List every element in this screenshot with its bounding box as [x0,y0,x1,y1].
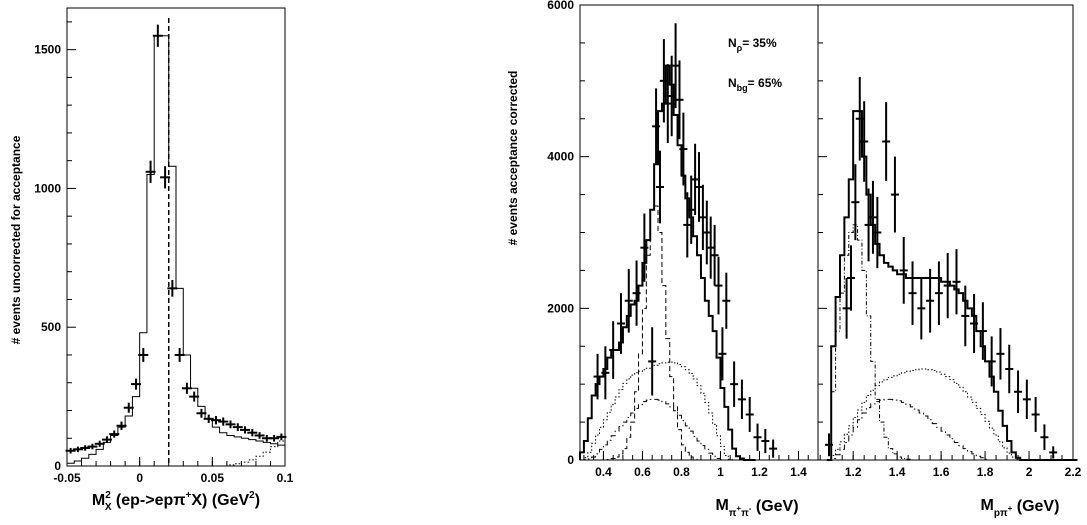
x-tick-label: 0.4 [595,465,612,479]
background-2-histogram [826,398,1078,461]
background-2-histogram [580,398,756,461]
x-label-rest: (GeV) [751,498,798,515]
background-histogram [226,440,286,466]
x-label-base: M [715,497,728,514]
x-tick-label: -0.05 [53,471,81,485]
y-axis-label: # events acceptance corrected [506,71,520,246]
x-label-rest: (GeV) [1012,498,1059,515]
x-tick-label: 0.6 [634,465,651,479]
y-axis-label: # events uncorrected for acceptance [9,135,23,344]
x-tick-label: 0.1 [277,471,294,485]
y-tick-label: 500 [41,320,61,334]
x-tick-label: 1.2 [751,465,768,479]
x-label-sub: X [105,502,112,513]
x-label-sub3: π [741,508,749,519]
y-tick-label: 0 [567,453,574,467]
y-tick-label: 1500 [34,43,61,57]
annotation-sub: ρ [737,43,743,53]
right-histogram-panels: 0.4 0.6 0.8 1 1.2 1.4Mπ+π- (GeV)1.2 1.4 1.6 1.8 2… [506,0,1082,519]
plot-frame [66,7,286,467]
x-label-close: ) [255,492,260,509]
y-tick-label: 2000 [547,301,574,315]
x-axis-label: M2 X (ep->epπ+X) (GeV2) [92,490,260,513]
x-label-sub: π [729,508,737,519]
annotation-sub: bg [737,83,748,93]
x-axis-label: Mpπ+ (GeV) [981,497,1060,519]
x-label-sub: pπ [994,508,1008,519]
annotation-text: = 35% [742,36,777,50]
x-tick-label: 2.2 [1065,465,1082,479]
background-1-histogram [580,361,756,461]
simulation-histogram [66,35,286,466]
x-label-sub2: + [736,504,741,513]
y-tick-label: 0 [54,459,61,473]
x-label-base: M [92,492,105,509]
total-fit-histogram [826,110,1078,461]
x-label-process-sup: + [186,490,192,501]
annotation-base: N [728,76,737,90]
x-tick-label: 1.4 [790,465,807,479]
x-tick-label: 0.05 [201,471,225,485]
x-tick-label: 1.4 [889,465,906,479]
x-tick-label: 1.8 [977,465,994,479]
x-tick-label: 2 [1026,465,1033,479]
x-label-process: (ep->epπ [111,492,185,509]
y-tick-label: 4000 [547,150,574,164]
y-tick-label: 1000 [34,181,61,195]
x-label-unit-sup: 2 [249,490,255,501]
rho-histogram [580,205,756,461]
x-axis-label: Mπ+π- (GeV) [715,497,798,519]
n-bg-annotation: Nbg= 65% [728,76,782,93]
x-tick-label: 0.8 [673,465,690,479]
x-tick-label: 1.2 [845,465,862,479]
plot-frame [579,4,819,461]
x-label-sup: 2 [105,490,111,501]
x-label-sub4: - [749,504,752,513]
x-tick-label: 0 [136,471,143,485]
delta-histogram [826,224,1078,461]
x-tick-label: 1 [717,465,724,479]
n-rho-annotation: Nρ= 35% [728,36,777,53]
x-label-rest: X) (GeV [191,492,249,509]
x-label-sub2: + [1008,504,1013,513]
total-fit-histogram [579,64,756,461]
annotation-text: = 65% [748,76,783,90]
ppi-mass-panel: 1.2 1.4 1.6 1.8 2 2.2 Mpπ+ (GeV) [817,4,1082,519]
pipi-mass-panel: 0.4 0.6 0.8 1 1.2 1.4Mπ+π- (GeV) [579,4,819,519]
background-1-histogram [826,368,1078,461]
x-label-base: M [981,497,994,514]
x-tick-label: 1.6 [933,465,950,479]
y-tick-label: 6000 [547,0,574,12]
annotation-base: N [728,36,737,50]
